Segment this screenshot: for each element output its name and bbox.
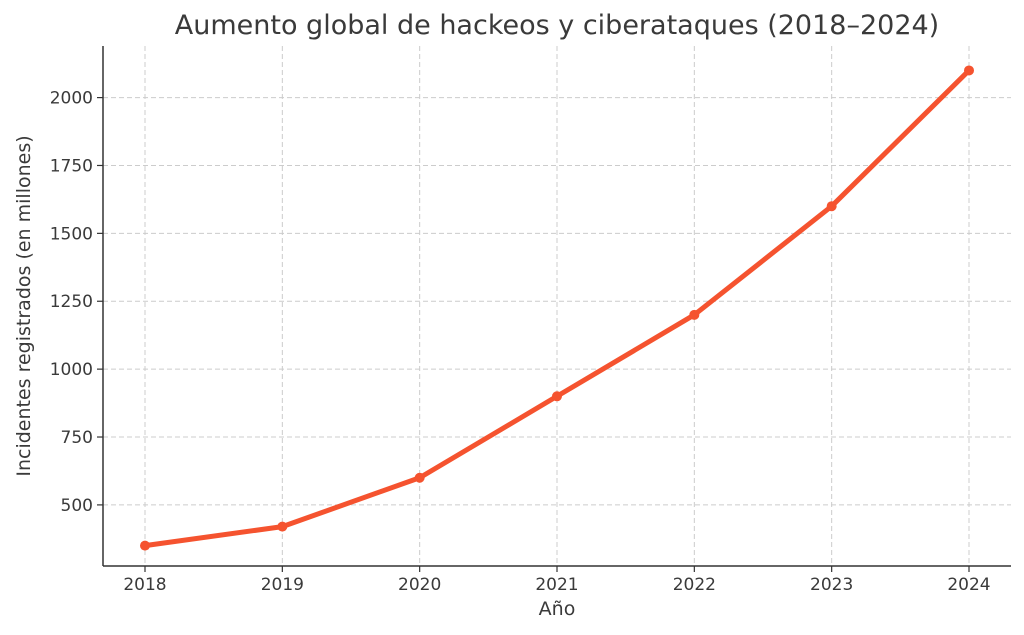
x-ticks: 2018 2019 2020 2021 2022 2023 2024 [123, 566, 991, 595]
y-tick-label: 2000 [50, 89, 93, 109]
x-tick-label: 2018 [123, 575, 166, 595]
y-tick-label: 1000 [50, 360, 93, 380]
y-tick-label: 500 [61, 496, 93, 516]
data-point [277, 521, 288, 532]
x-tick-label: 2023 [810, 575, 853, 595]
data-point [689, 309, 700, 320]
data-point [414, 472, 425, 483]
y-tick-label: 1750 [50, 156, 93, 176]
y-tick-label: 1250 [50, 292, 93, 312]
data-point [140, 540, 150, 551]
y-ticks: 500 750 1000 1250 1500 1750 2000 [50, 89, 103, 516]
y-axis-label: Incidentes registrados (en millones) [13, 135, 35, 476]
x-tick-label: 2019 [261, 575, 304, 595]
chart-title: Aumento global de hackeos y ciberataques… [175, 10, 939, 41]
series [140, 65, 974, 551]
grid [103, 46, 1011, 566]
x-axis-label: Año [539, 598, 576, 620]
y-tick-label: 1500 [50, 224, 93, 244]
y-tick-label: 750 [61, 428, 93, 448]
x-tick-label: 2020 [398, 575, 441, 595]
x-tick-label: 2024 [947, 575, 990, 595]
data-point [826, 201, 837, 212]
data-point [964, 65, 974, 76]
x-tick-label: 2022 [673, 575, 716, 595]
data-point [552, 391, 562, 402]
x-tick-label: 2021 [535, 575, 578, 595]
